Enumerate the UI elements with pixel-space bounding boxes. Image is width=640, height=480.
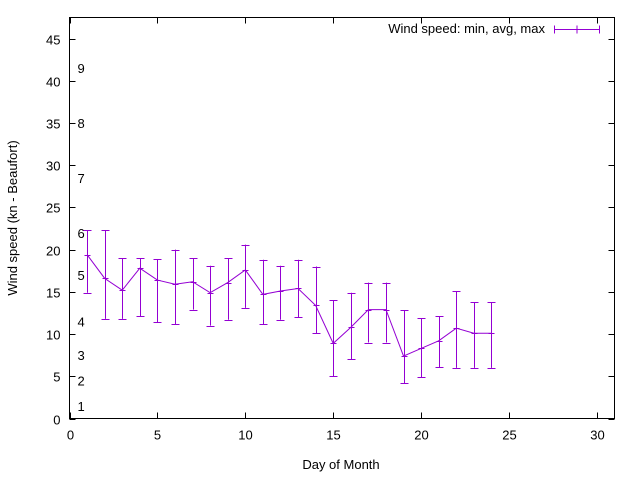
- data-point-marker: [207, 290, 214, 297]
- average-line: [86, 254, 492, 357]
- x-tick-label: 15: [326, 428, 340, 443]
- y-tick-label: 10: [46, 328, 60, 343]
- plot-frame: [69, 17, 615, 419]
- data-point-marker: [260, 291, 267, 298]
- y-tick-label: 30: [46, 159, 60, 174]
- beaufort-label: 5: [78, 268, 85, 283]
- y-tick-label: 40: [46, 75, 60, 90]
- data-point-marker: [330, 340, 337, 347]
- data-point-marker: [277, 288, 284, 295]
- data-point-marker: [401, 353, 408, 360]
- data-point-marker: [172, 281, 179, 288]
- data-point-marker: [418, 345, 425, 352]
- x-axis-ticks: 0 5 10 15 20 25 30: [67, 17, 605, 443]
- beaufort-scale-labels: 1 2 3 4 5 6 7 8 9: [78, 61, 85, 414]
- x-axis-title: Day of Month: [302, 457, 379, 472]
- data-point-marker: [190, 279, 197, 286]
- y-tick-label: 20: [46, 244, 60, 259]
- beaufort-label: 9: [78, 61, 85, 76]
- data-point-marker: [471, 330, 478, 337]
- data-point-marker: [488, 330, 495, 337]
- data-point-marker: [295, 285, 302, 292]
- beaufort-label: 8: [78, 116, 85, 131]
- data-point-marker: [84, 252, 91, 259]
- data-point-marker: [119, 287, 126, 294]
- x-tick-label: 25: [502, 428, 516, 443]
- data-point-marker: [348, 324, 355, 331]
- x-tick-label: 30: [590, 428, 604, 443]
- x-tick-label: 10: [238, 428, 252, 443]
- y-tick-label: 25: [46, 201, 60, 216]
- data-point-marker: [102, 275, 109, 282]
- beaufort-label: 3: [78, 348, 85, 363]
- data-point-markers: [84, 252, 495, 360]
- data-point-marker: [225, 280, 232, 287]
- y-tick-label: 45: [46, 33, 60, 48]
- data-point-marker: [453, 325, 460, 332]
- legend-sample-symbol: [554, 25, 600, 34]
- data-point-marker: [154, 277, 161, 284]
- x-tick-label: 0: [67, 428, 74, 443]
- beaufort-label: 2: [78, 374, 85, 389]
- x-tick-label: 5: [154, 428, 161, 443]
- data-point-marker: [383, 307, 390, 314]
- x-tick-label: 20: [414, 428, 428, 443]
- y-tick-label: 15: [46, 286, 60, 301]
- legend: Wind speed: min, avg, max: [388, 21, 600, 36]
- data-point-marker: [365, 307, 372, 314]
- beaufort-label: 4: [78, 314, 85, 329]
- data-point-marker: [242, 267, 249, 274]
- data-point-marker: [313, 302, 320, 309]
- y-axis-title: Wind speed (kn - Beaufort): [5, 140, 20, 295]
- beaufort-label: 6: [78, 226, 85, 241]
- y-tick-label: 5: [53, 370, 60, 385]
- data-point-marker: [137, 265, 144, 272]
- data-point-marker: [436, 338, 443, 345]
- beaufort-label: 1: [78, 399, 85, 414]
- y-tick-label: 0: [53, 413, 60, 428]
- beaufort-label: 7: [78, 171, 85, 186]
- legend-label: Wind speed: min, avg, max: [388, 21, 545, 36]
- y-tick-label: 35: [46, 117, 60, 132]
